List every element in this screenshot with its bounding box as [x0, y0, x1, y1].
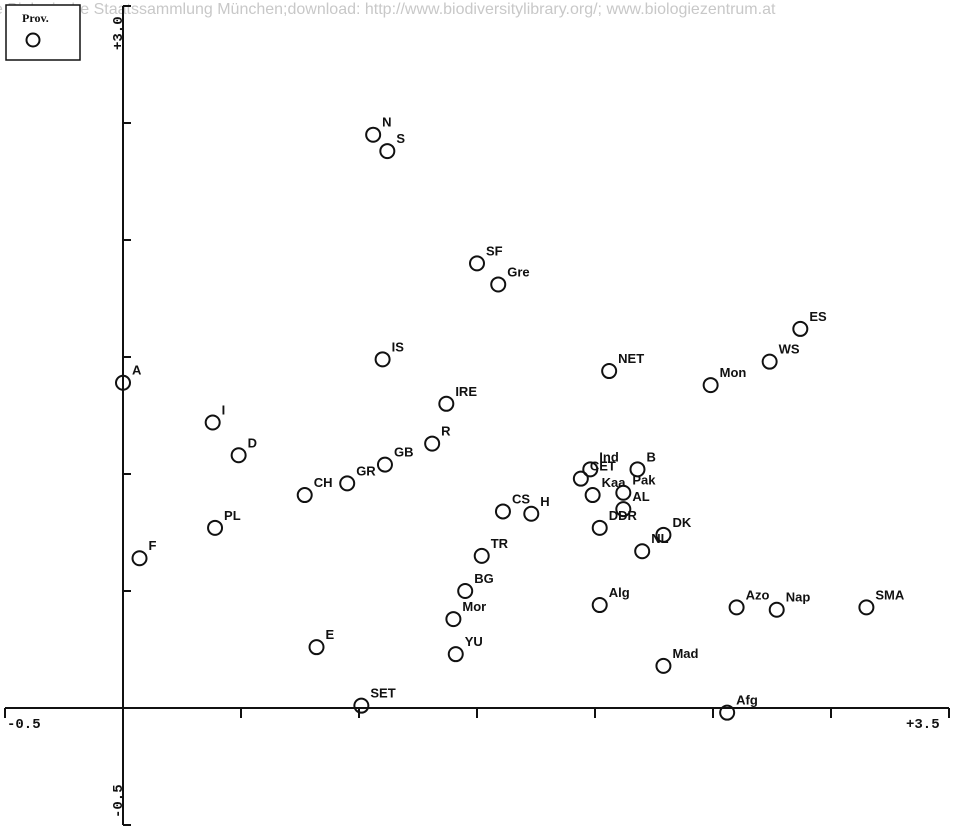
data-point-mon: [702, 377, 719, 394]
data-label-set: SET: [370, 686, 395, 701]
data-point-yu: [447, 646, 464, 663]
legend-box: [5, 4, 81, 61]
data-point-gb: [376, 456, 393, 473]
data-point-d: [230, 447, 247, 464]
data-point-ch: [296, 487, 313, 504]
data-point-es: [792, 320, 809, 337]
data-label-sma: SMA: [875, 587, 905, 602]
data-point-ire: [438, 395, 455, 412]
data-point-nl: [634, 543, 651, 560]
y-tick-label-max: +3.0: [111, 16, 127, 50]
data-label-f: F: [149, 538, 157, 553]
data-point-ddr: [591, 519, 608, 536]
data-point-gr: [339, 475, 356, 492]
data-point-sf: [469, 255, 485, 272]
data-label-bg: BG: [474, 571, 494, 586]
data-label-n: N: [382, 115, 391, 130]
x-tick-label-min: -0.5: [7, 717, 41, 733]
data-point-mad: [655, 657, 672, 674]
data-point-a: [115, 374, 131, 391]
data-point-ws: [761, 353, 778, 370]
data-label-cet: CET: [590, 459, 616, 474]
data-label-nap: Nap: [786, 590, 811, 605]
data-label-ws: WS: [779, 342, 800, 357]
data-points: [115, 126, 875, 721]
y-tick-label-min: -0.5: [111, 784, 127, 818]
data-point-e: [308, 639, 325, 656]
data-point-cs: [494, 503, 511, 520]
data-point-pl: [207, 519, 224, 536]
data-point-kaa: [584, 487, 601, 504]
data-point-dk: [655, 526, 672, 543]
data-point-afg: [719, 704, 736, 721]
axes: [4, 5, 950, 826]
data-point-n: [365, 126, 382, 143]
data-label-a: A: [132, 363, 142, 378]
data-point-gre: [490, 276, 507, 293]
legend-marker: [25, 32, 41, 48]
data-label-ind: Ind: [599, 449, 619, 464]
data-label-d: D: [248, 435, 257, 450]
x-tick-label-max: +3.5: [906, 717, 940, 733]
data-point-azo: [728, 599, 745, 616]
data-point-h: [523, 505, 540, 522]
data-label-ddr: DDR: [609, 508, 638, 523]
data-point-b: [629, 461, 646, 478]
data-label-i: I: [222, 403, 226, 418]
watermark: e Biologische Staatssammlung München;dow…: [0, 1, 776, 18]
data-label-sf: SF: [486, 243, 503, 258]
data-label-mad: Mad: [672, 646, 698, 661]
data-point-net: [601, 363, 618, 380]
data-label-pl: PL: [224, 508, 241, 523]
data-point-set: [353, 697, 370, 714]
data-label-alg: Alg: [609, 585, 630, 600]
data-label-h: H: [540, 494, 549, 509]
data-label-pak: Pak: [632, 473, 656, 488]
data-point-mor: [445, 611, 462, 628]
data-label-gr: GR: [356, 463, 376, 478]
data-label-is: IS: [392, 339, 405, 354]
data-point-ind: [582, 461, 599, 478]
data-label-yu: YU: [465, 634, 483, 649]
data-label-al: AL: [632, 489, 649, 504]
data-point-al: [615, 501, 632, 518]
data-label-b: B: [646, 449, 655, 464]
data-label-azo: Azo: [746, 587, 770, 602]
data-point-is: [374, 351, 391, 368]
data-label-gb: GB: [394, 445, 414, 460]
data-point-tr: [473, 547, 490, 564]
data-label-mon: Mon: [720, 365, 747, 380]
data-label-afg: Afg: [736, 693, 758, 708]
data-point-f: [131, 550, 148, 567]
data-label-mor: Mor: [462, 599, 486, 614]
data-label-e: E: [326, 627, 335, 642]
data-label-dk: DK: [672, 515, 691, 530]
data-label-ch: CH: [314, 475, 333, 490]
legend: Prov.: [5, 4, 81, 61]
data-label-net: NET: [618, 351, 644, 366]
data-label-gre: Gre: [507, 264, 529, 279]
data-point-nap: [768, 601, 785, 618]
data-label-s: S: [396, 131, 405, 146]
data-point-cet: [572, 470, 589, 487]
data-label-cs: CS: [512, 491, 530, 506]
data-label-ire: IRE: [455, 384, 477, 399]
data-point-s: [379, 143, 396, 160]
data-label-nl: NL: [651, 531, 668, 546]
data-point-r: [424, 435, 441, 452]
data-label-r: R: [441, 424, 451, 439]
legend-title: Prov.: [22, 11, 49, 25]
data-label-kaa: Kaa: [602, 475, 627, 490]
data-label-es: ES: [809, 309, 827, 324]
data-point-alg: [591, 597, 608, 614]
data-label-tr: TR: [491, 536, 509, 551]
data-point-i: [204, 414, 221, 431]
data-point-sma: [858, 599, 875, 616]
data-point-bg: [457, 583, 474, 599]
data-point-pak: [615, 484, 632, 501]
